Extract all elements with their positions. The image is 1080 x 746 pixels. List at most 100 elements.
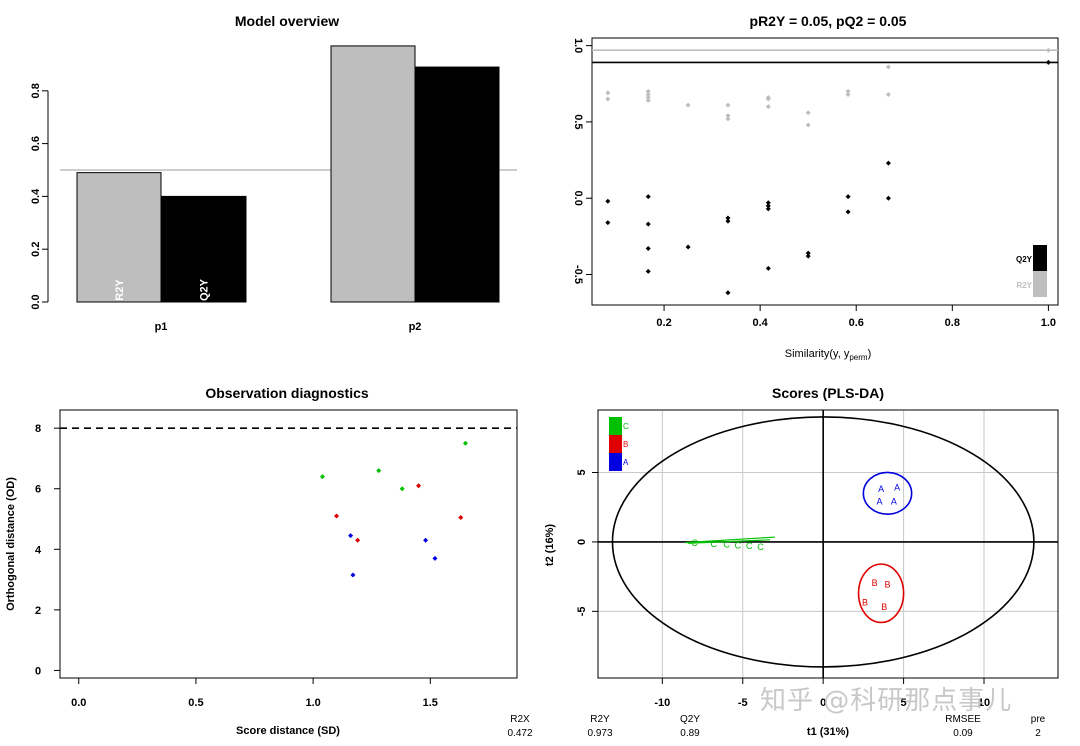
y-tick-label-0.8: 0.8 xyxy=(30,83,42,98)
q2y-point-2 xyxy=(645,194,651,200)
x-tick-label-10: 10 xyxy=(978,697,990,709)
x-tick-label-0.2: 0.2 xyxy=(656,317,671,329)
orthogonal-distance-axis-label: Orthogonal distance (OD) xyxy=(5,477,17,611)
y-tick-label-8: 8 xyxy=(35,423,41,435)
r2y-point-16 xyxy=(845,91,851,97)
r2y-point-14 xyxy=(805,122,811,128)
group-b-label-0: B xyxy=(872,578,878,588)
x-tick-label-0.0: 0.0 xyxy=(71,697,86,709)
x-tick-label-0: 0 xyxy=(820,697,826,709)
group-a-ellipse xyxy=(862,471,913,515)
group-b-point-1 xyxy=(355,537,361,543)
x-tick-label-0.5: 0.5 xyxy=(188,697,203,709)
stat-header-r2y: R2Y xyxy=(590,714,610,725)
bar-label-q2y: Q2Y xyxy=(199,278,211,301)
q2y-point-8 xyxy=(725,218,731,224)
y-tick-label-0: 0 xyxy=(35,665,41,677)
q2y-point-18 xyxy=(885,160,891,166)
t1-axis-label: t1 (31%) xyxy=(807,726,850,738)
y-tick-label-0.0: 0.0 xyxy=(30,294,42,309)
group-c-ellipse xyxy=(684,536,775,544)
observation-diagnostics-title: Observation diagnostics xyxy=(205,385,369,401)
group-a-point-3 xyxy=(432,555,438,561)
stat-value-r2y: 0.973 xyxy=(587,728,612,739)
x-tick-label--5: -5 xyxy=(738,697,748,709)
group-a-point-2 xyxy=(423,537,429,543)
stat-value-q2y: 0.89 xyxy=(680,728,700,739)
x-tick-label-0.4: 0.4 xyxy=(752,317,768,329)
y-tick-label--5: -5 xyxy=(576,606,588,616)
x-tick-label--10: -10 xyxy=(654,697,670,709)
plot-frame xyxy=(591,37,1059,306)
y-tick-label-5: 5 xyxy=(576,469,588,475)
q2y-point-9 xyxy=(725,290,731,296)
t2-axis-label: t2 (16%) xyxy=(544,524,556,567)
group-c-label-1: C xyxy=(711,539,718,549)
bar-r2y-p1 xyxy=(76,172,162,303)
q2y-point-11 xyxy=(765,203,771,209)
q2y-point-7 xyxy=(725,215,731,221)
q2y-point-3 xyxy=(645,221,651,227)
legend-swatch-r2y xyxy=(1033,271,1047,297)
r2y-point-12 xyxy=(765,104,771,110)
group-a-label-0: A xyxy=(878,484,884,494)
x-tick-label-5: 5 xyxy=(901,697,907,709)
legend-label-b: B xyxy=(623,440,628,449)
group-c-point-3 xyxy=(462,440,468,446)
r2y-point-1 xyxy=(605,96,611,102)
permutation-x-axis-label: Similarity(y, yperm) xyxy=(785,348,871,362)
y-tick-label-0.2: 0.2 xyxy=(30,242,42,257)
group-b-ellipse xyxy=(857,563,905,624)
r2y-point-3 xyxy=(645,91,651,97)
q2y-point-17 xyxy=(845,209,851,215)
y-tick-label-0: 0 xyxy=(576,539,588,545)
group-b-point-3 xyxy=(458,515,464,521)
q2y-point-6 xyxy=(685,244,691,250)
permutation-panel: pR2Y = 0.05, pQ2 = 0.05 0.2 0.4 0.6 0.8 1.0 -… xyxy=(572,13,1059,362)
stat-header-rmsee: RMSEE xyxy=(945,714,981,725)
legend-swatch-c xyxy=(609,417,622,435)
group-a-point-0 xyxy=(348,533,354,539)
x-tick-label-1.0: 1.0 xyxy=(305,697,320,709)
legend-swatch-q2y xyxy=(1033,245,1047,271)
legend-swatch-b xyxy=(609,435,622,453)
group-c-label-5: C xyxy=(757,542,764,552)
group-a-label-2: A xyxy=(876,496,882,506)
legend-label-a: A xyxy=(623,458,629,467)
legend-label-c: C xyxy=(623,422,629,431)
r2y-point-0 xyxy=(605,90,611,96)
bar-label-r2y: R2Y xyxy=(114,279,126,301)
y-tick-label-0.6: 0.6 xyxy=(30,136,42,151)
y-tick-label-1.0: 1.0 xyxy=(572,38,584,53)
x-tick-label-1.5: 1.5 xyxy=(423,697,438,709)
r2y-point-8 xyxy=(725,113,731,119)
group-a-label-3: A xyxy=(891,496,897,506)
x-tick-label-0.6: 0.6 xyxy=(849,317,864,329)
watermark-text: 知乎 @科研那点事儿 xyxy=(760,686,1013,716)
y-tick-label-0.0: 0.0 xyxy=(572,191,584,206)
r2y-point-9 xyxy=(725,116,731,122)
r2y-point-18 xyxy=(885,91,891,97)
group-c-label-2: C xyxy=(723,540,730,550)
q2y-point-5 xyxy=(645,268,651,274)
q2y-point-14 xyxy=(805,250,811,256)
stat-header-r2x: R2X xyxy=(510,714,530,725)
q2y-point-15 xyxy=(805,253,811,259)
permutation-title: pR2Y = 0.05, pQ2 = 0.05 xyxy=(750,13,907,29)
r2y-point-15 xyxy=(845,88,851,94)
r2y-point-11 xyxy=(765,96,771,102)
group-c-point-2 xyxy=(399,486,405,492)
group-c-label-0: C xyxy=(691,538,698,548)
q2y-point-10 xyxy=(765,200,771,206)
bar-q2y-p1 xyxy=(160,195,247,303)
y-tick-label-0.5: 0.5 xyxy=(572,114,584,129)
r2y-point-7 xyxy=(725,102,731,108)
group-c-label-3: C xyxy=(735,540,742,550)
group-b-label-2: B xyxy=(862,598,868,608)
stat-value-pre: 2 xyxy=(1035,728,1041,739)
x-tick-label-1.0: 1.0 xyxy=(1041,317,1056,329)
plot-frame xyxy=(597,409,1059,679)
r2y-point-17 xyxy=(885,64,891,70)
group-a-point-1 xyxy=(350,572,356,578)
